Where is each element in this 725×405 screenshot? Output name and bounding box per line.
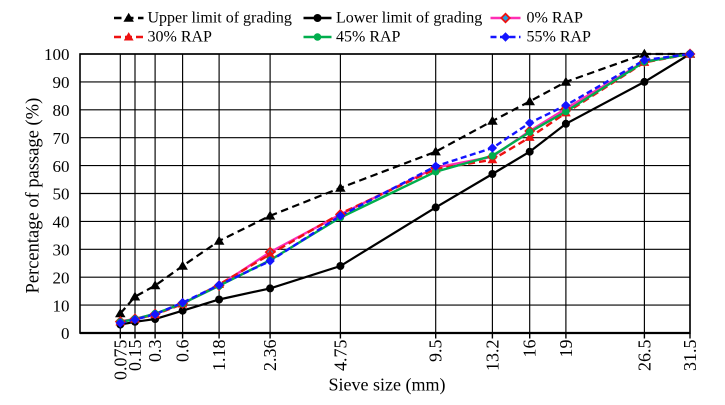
svg-text:55% RAP: 55% RAP: [527, 29, 592, 46]
svg-text:2.36: 2.36: [260, 340, 280, 372]
svg-text:Percentage of passage (%): Percentage of passage (%): [24, 98, 44, 294]
svg-text:50: 50: [53, 185, 70, 204]
svg-text:13.2: 13.2: [482, 340, 502, 372]
svg-text:0.15: 0.15: [125, 340, 145, 372]
svg-text:30% RAP: 30% RAP: [148, 29, 213, 46]
svg-text:31.5: 31.5: [680, 340, 700, 372]
svg-text:0.3: 0.3: [145, 340, 165, 363]
svg-text:70: 70: [53, 129, 70, 148]
svg-text:0: 0: [61, 324, 70, 343]
svg-text:90: 90: [53, 73, 70, 92]
svg-text:1.18: 1.18: [209, 340, 229, 372]
svg-text:10: 10: [53, 296, 70, 315]
svg-text:20: 20: [53, 268, 70, 287]
svg-text:0.075: 0.075: [110, 340, 130, 381]
svg-text:80: 80: [53, 101, 70, 120]
svg-text:45% RAP: 45% RAP: [336, 29, 401, 46]
svg-text:100: 100: [44, 45, 70, 64]
svg-text:30: 30: [53, 241, 70, 260]
svg-text:16: 16: [520, 340, 540, 358]
svg-text:0.6: 0.6: [173, 340, 193, 363]
svg-text:Lower limit of grading: Lower limit of grading: [336, 10, 482, 27]
svg-text:Sieve size (mm): Sieve size (mm): [329, 374, 446, 395]
svg-text:Upper limit of grading: Upper limit of grading: [148, 10, 292, 27]
svg-text:19: 19: [556, 340, 576, 358]
svg-text:4.75: 4.75: [330, 340, 350, 372]
svg-text:26.5: 26.5: [634, 340, 654, 372]
svg-text:40: 40: [53, 213, 70, 232]
svg-text:0% RAP: 0% RAP: [527, 10, 584, 27]
svg-text:9.5: 9.5: [426, 340, 446, 363]
svg-text:60: 60: [53, 157, 70, 176]
